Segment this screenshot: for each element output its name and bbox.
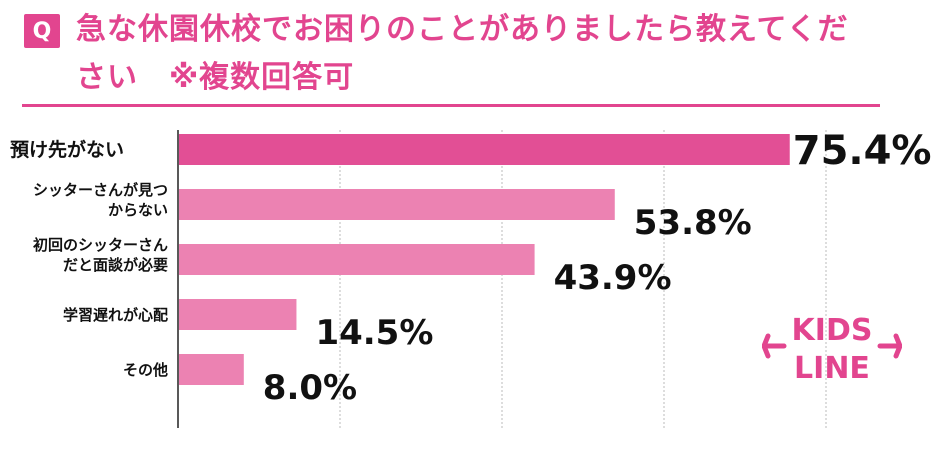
title-divider [22,104,880,107]
bar [179,299,297,330]
value-label: 43.9% [554,258,672,298]
logo-text-line2: LINE [794,351,870,386]
category-label: シッターさんが見つ [33,181,168,199]
category-label: 初回のシッターさん [33,236,168,254]
bar [179,134,790,165]
kidsline-logo: KIDS LINE [762,313,902,386]
bar [179,354,244,385]
category-label: 預け先がない [10,138,124,161]
question-title: 急な休園休校でお困りのことがありましたら教えてください ※複数回答可 [76,12,849,95]
category-label: その他 [123,361,168,379]
value-label: 14.5% [315,313,433,353]
category-label: 学習遅れが心配 [63,306,168,324]
question-badge: Q [24,14,60,48]
logo-figure-left [762,333,787,359]
value-label: 8.0% [263,368,357,408]
bar [179,244,535,275]
category-label: からない [108,201,168,219]
value-label: 75.4% [793,128,932,174]
value-label: 53.8% [634,203,752,243]
logo-figure-right [877,333,902,359]
logo-text-line1: KIDS [792,313,873,348]
bar [179,189,615,220]
category-label: だと面談が必要 [63,256,168,274]
